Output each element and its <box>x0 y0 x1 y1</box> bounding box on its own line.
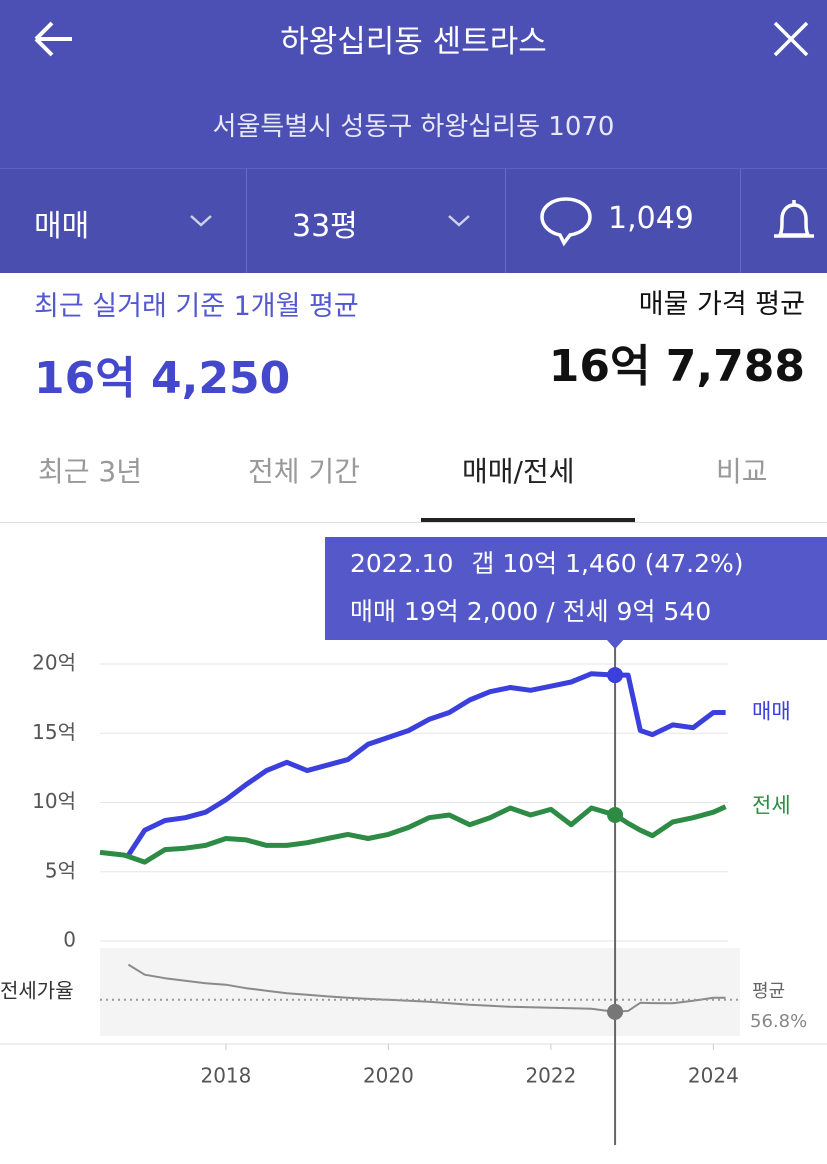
average-name: 평균 <box>752 981 785 1002</box>
title: 하왕십리동 센트라스 <box>280 24 547 60</box>
cursor-point <box>607 806 624 823</box>
x-tick-label: 2022 <box>525 1064 576 1088</box>
tab-active[interactable]: 매매/전세 <box>462 455 575 488</box>
series-label: 전세 <box>752 794 791 818</box>
tooltip-pointer <box>606 639 625 649</box>
cursor-point <box>607 667 624 684</box>
tooltip-box <box>325 537 827 640</box>
divider <box>505 169 506 273</box>
recent-label: 최근 실거래 기준 1개월 평균 <box>34 291 359 322</box>
tab[interactable]: 전체 기간 <box>248 455 360 488</box>
tab-indicator <box>421 518 635 522</box>
x-tick-label: 2018 <box>200 1064 251 1088</box>
y-tick-label: 15억 <box>32 720 76 744</box>
tooltip-line: 2022.10 갭 10억 1,460 (47.2%) <box>350 549 744 578</box>
recent-value: 16억 4,250 <box>34 353 291 404</box>
ratio-panel <box>100 948 740 1036</box>
x-tick-label: 2024 <box>688 1064 739 1088</box>
back-button[interactable] <box>30 20 76 60</box>
tooltip-gap: 갭 10억 1,460 (47.2%) <box>471 549 743 578</box>
divider <box>246 169 247 273</box>
address: 서울특별시 성동구 하왕십리동 1070 <box>212 112 615 142</box>
bell-icon[interactable] <box>770 197 818 251</box>
x-tick-label: 2020 <box>363 1064 414 1088</box>
y-tick-label: 5억 <box>45 858 76 882</box>
header: 하왕십리동 센트라스 서울특별시 성동구 하왕십리동 1070 <box>0 0 827 168</box>
tab[interactable]: 비교 <box>716 455 768 488</box>
size-select[interactable]: 33평 <box>292 209 358 244</box>
average-label: 56.8% <box>750 1011 807 1032</box>
toolbar: 매매 33평 1,049 <box>0 168 827 273</box>
y-tick-label: 20억 <box>32 651 76 675</box>
deal-type-select[interactable]: 매매 <box>34 209 90 244</box>
series-line <box>126 671 726 857</box>
ratio-label: 전세가율 <box>0 978 74 1002</box>
comment-count[interactable]: 1,049 <box>608 201 694 236</box>
tab-border <box>0 522 827 523</box>
ratio-line <box>127 963 726 1013</box>
series-label: 매매 <box>752 699 791 723</box>
y-tick-label: 10억 <box>32 789 76 813</box>
comment-icon[interactable] <box>538 195 594 247</box>
series-line <box>99 804 727 865</box>
y-tick-label: 0 <box>63 928 76 952</box>
divider <box>740 169 741 273</box>
tab[interactable]: 최근 3년 <box>38 455 142 488</box>
cursor-point <box>607 1003 624 1020</box>
tooltip-line: 매매 19억 2,000 / 전세 9억 540 <box>350 597 711 626</box>
close-button[interactable] <box>772 20 810 58</box>
listing-value: 16억 7,788 <box>548 341 805 392</box>
tooltip-date: 2022.10 <box>350 549 453 578</box>
listing-label: 매물 가격 평균 <box>638 289 805 320</box>
chevron <box>190 215 212 227</box>
chevron <box>448 215 470 227</box>
